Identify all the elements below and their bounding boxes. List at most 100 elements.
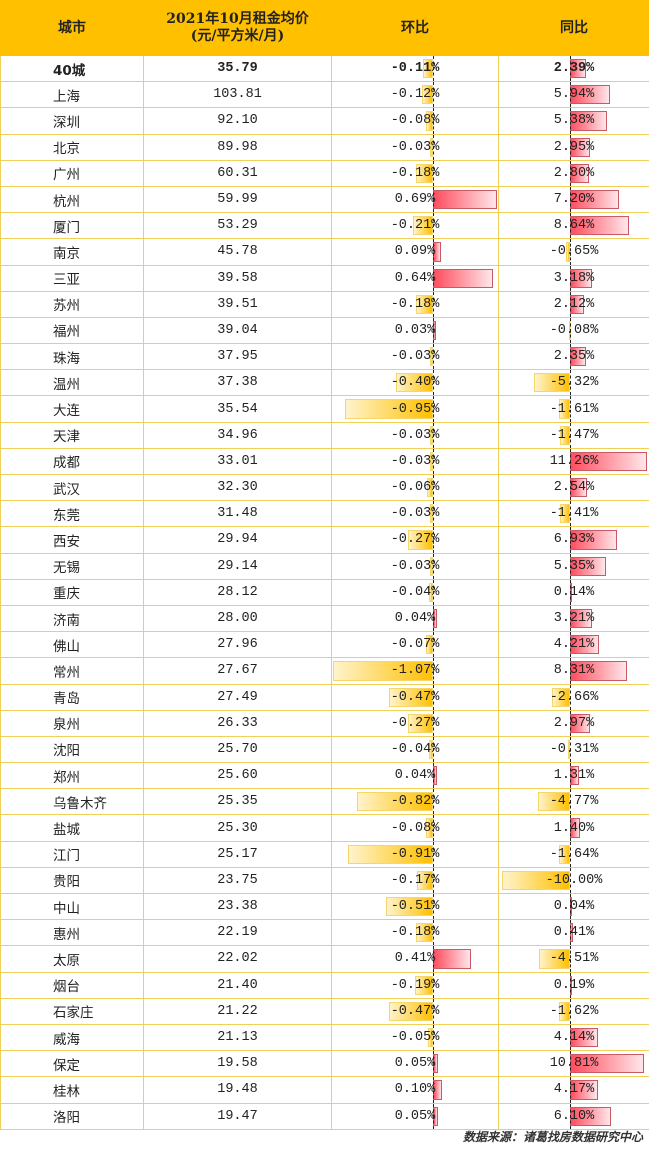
yoy-cell: 6.10% — [498, 1102, 649, 1130]
table-row: 惠州 22.19 -0.18% 0.41% — [0, 919, 649, 947]
yoy-cell: -4.77% — [498, 788, 649, 816]
city-name: 桂林 — [0, 1076, 144, 1104]
mom-value: -1.07% — [390, 663, 440, 679]
mom-cell: 0.41% — [331, 945, 499, 973]
yoy-cell: 2.35% — [498, 343, 649, 371]
header-price: 2021年10月租金均价 (元/平方米/月) — [143, 0, 332, 56]
yoy-axis — [570, 867, 571, 893]
table-row: 太原 22.02 0.41% -4.51% — [0, 945, 649, 973]
mom-value: -0.27% — [390, 532, 440, 548]
mom-value: -0.27% — [390, 715, 440, 731]
mom-axis — [433, 1103, 434, 1129]
mom-value: -0.03% — [390, 453, 440, 469]
yoy-cell: -2.66% — [498, 683, 649, 711]
avg-rent: 25.35 — [143, 788, 332, 816]
mom-cell: -0.17% — [331, 866, 499, 895]
yoy-cell: 2.95% — [498, 133, 649, 161]
mom-bar — [430, 504, 433, 524]
avg-rent: 25.17 — [143, 840, 332, 868]
mom-value: -0.21% — [390, 218, 440, 234]
mom-cell: -0.06% — [331, 473, 499, 502]
mom-bar — [429, 739, 433, 760]
yoy-cell: 5.35% — [498, 552, 649, 580]
yoy-cell: -4.51% — [498, 945, 649, 973]
yoy-value: 2.35% — [553, 349, 595, 365]
yoy-cell: 4.14% — [498, 1023, 649, 1052]
yoy-axis — [570, 736, 571, 763]
mom-cell: -0.18% — [331, 290, 499, 318]
yoy-value: -1.61% — [549, 401, 599, 417]
city-name: 三亚 — [0, 264, 144, 292]
mom-axis — [433, 605, 434, 632]
city-name: 上海 — [0, 81, 144, 109]
mom-bar — [425, 111, 433, 131]
yoy-cell: 5.38% — [498, 107, 649, 135]
yoy-value: -0.65% — [549, 244, 599, 260]
mom-value: 0.41% — [394, 951, 436, 967]
avg-rent: 21.22 — [143, 997, 332, 1025]
mom-axis — [433, 841, 434, 867]
header-yoy: 同比 — [498, 0, 649, 56]
yoy-cell: -0.65% — [498, 238, 649, 266]
yoy-bar — [533, 373, 570, 393]
avg-rent: 35.54 — [143, 395, 332, 423]
yoy-axis — [570, 579, 571, 605]
yoy-value: -4.77% — [549, 794, 599, 810]
yoy-value: 5.38% — [553, 113, 595, 129]
mom-axis — [433, 370, 434, 396]
yoy-cell: 8.64% — [498, 212, 649, 240]
mom-cell: 0.05% — [331, 1050, 499, 1078]
mom-axis — [433, 527, 434, 553]
mom-cell: -0.12% — [331, 81, 499, 109]
yoy-bar — [560, 425, 570, 445]
yoy-axis — [570, 789, 571, 815]
yoy-axis — [570, 920, 571, 946]
yoy-cell: 1.31% — [498, 762, 649, 790]
city-name: 洛阳 — [0, 1102, 144, 1130]
mom-value: -0.03% — [390, 349, 440, 365]
table-row: 佛山 27.96 -0.07% 4.21% — [0, 631, 649, 659]
mom-cell: -0.08% — [331, 814, 499, 842]
avg-rent: 22.02 — [143, 945, 332, 973]
yoy-cell: -1.62% — [498, 997, 649, 1025]
yoy-cell: 5.94% — [498, 81, 649, 109]
city-name: 保定 — [0, 1050, 144, 1078]
mom-value: -0.03% — [390, 558, 440, 574]
mom-value: 0.64% — [394, 270, 436, 286]
yoy-axis — [570, 1051, 571, 1077]
mom-bar — [430, 347, 433, 367]
yoy-axis — [570, 605, 571, 632]
yoy-value: -1.47% — [549, 427, 599, 443]
table-row: 上海 103.81 -0.12% 5.94% — [0, 81, 649, 109]
yoy-cell: 1.40% — [498, 814, 649, 842]
table-row: 烟台 21.40 -0.19% 0.19% — [0, 971, 649, 999]
data-source: 数据来源：诸葛找房数据研究中心 — [462, 1130, 643, 1144]
yoy-cell: -1.41% — [498, 500, 649, 528]
yoy-cell: 0.04% — [498, 892, 649, 921]
table-row: 珠海 37.95 -0.03% 2.35% — [0, 343, 649, 371]
city-name: 盐城 — [0, 814, 144, 842]
mom-bar — [428, 1027, 433, 1048]
mom-cell: -0.04% — [331, 578, 499, 606]
mom-value: -0.40% — [390, 375, 440, 391]
yoy-axis — [570, 946, 571, 972]
city-name: 重庆 — [0, 578, 144, 606]
yoy-axis — [570, 1024, 571, 1051]
header-price-line2: (元/平方米/月) — [190, 28, 285, 44]
mom-value: 0.69% — [394, 192, 436, 208]
mom-cell: -1.07% — [331, 657, 499, 685]
avg-rent: 39.51 — [143, 290, 332, 318]
table-row: 威海 21.13 -0.05% 4.14% — [0, 1023, 649, 1052]
mom-axis — [433, 239, 434, 265]
mom-axis — [433, 1051, 434, 1077]
table-row: 40城 35.79 -0.11% 2.39% — [0, 54, 649, 83]
yoy-cell: 11.26% — [498, 447, 649, 476]
yoy-cell: 2.97% — [498, 709, 649, 737]
mom-bar — [416, 163, 433, 183]
city-name: 天津 — [0, 421, 144, 449]
yoy-bar — [559, 399, 570, 419]
mom-axis — [433, 317, 434, 344]
mom-value: -0.19% — [390, 977, 440, 993]
yoy-value: -2.66% — [549, 689, 599, 705]
avg-rent: 45.78 — [143, 238, 332, 266]
